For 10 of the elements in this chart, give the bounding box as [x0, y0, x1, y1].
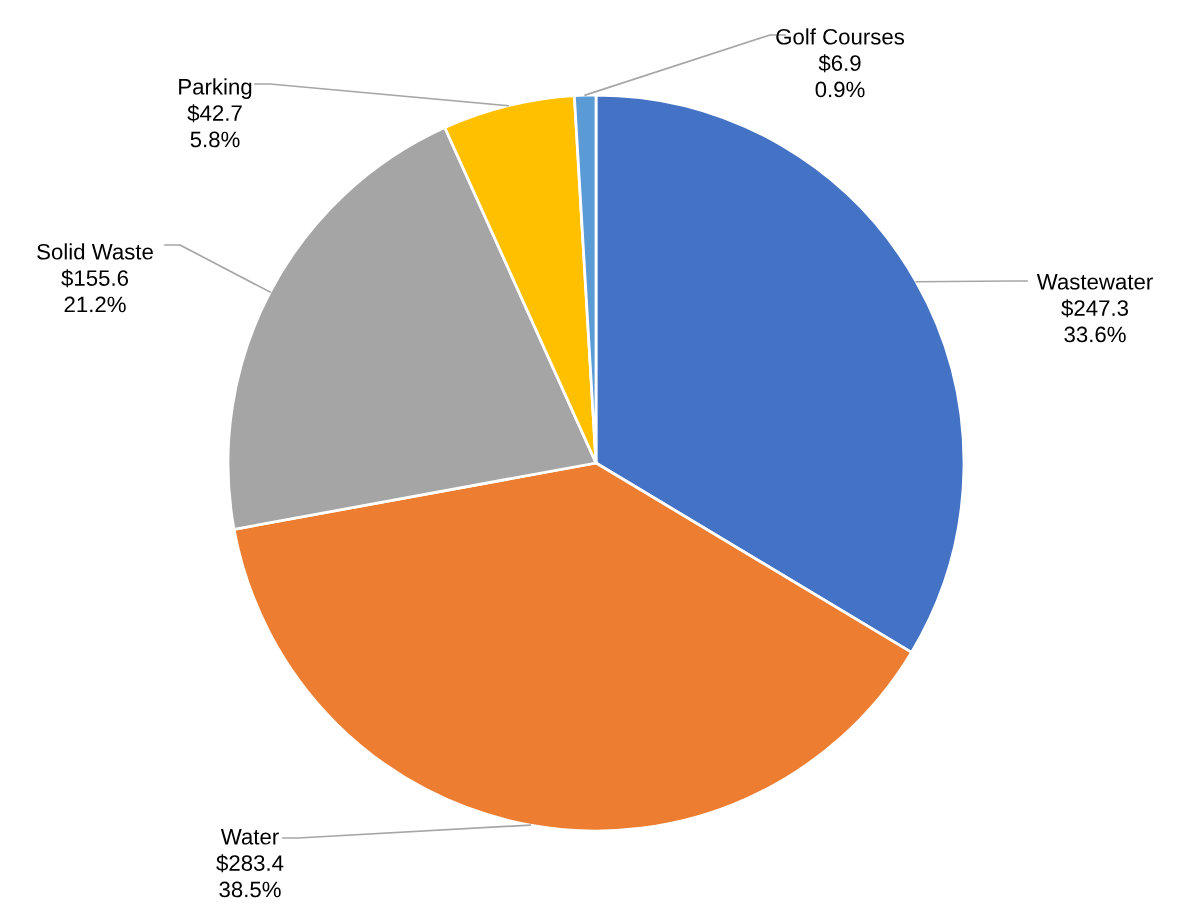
data-label: $6.9 0.9% — [815, 54, 865, 98]
slice-label: Water — [220, 829, 279, 845]
slice-label: Solid Waste — [37, 243, 153, 260]
slice-label: Wastewater — [1036, 274, 1153, 290]
slice-label: Parking — [179, 78, 252, 100]
data-label: $247.3 33.6% — [1061, 299, 1129, 343]
data-label: $155.6 21.2% — [61, 269, 129, 313]
slice-label: Golf Courses — [776, 28, 905, 45]
data-label: $42.7 5.8% — [187, 104, 242, 148]
data-label: $283.4 38.5% — [216, 854, 284, 898]
